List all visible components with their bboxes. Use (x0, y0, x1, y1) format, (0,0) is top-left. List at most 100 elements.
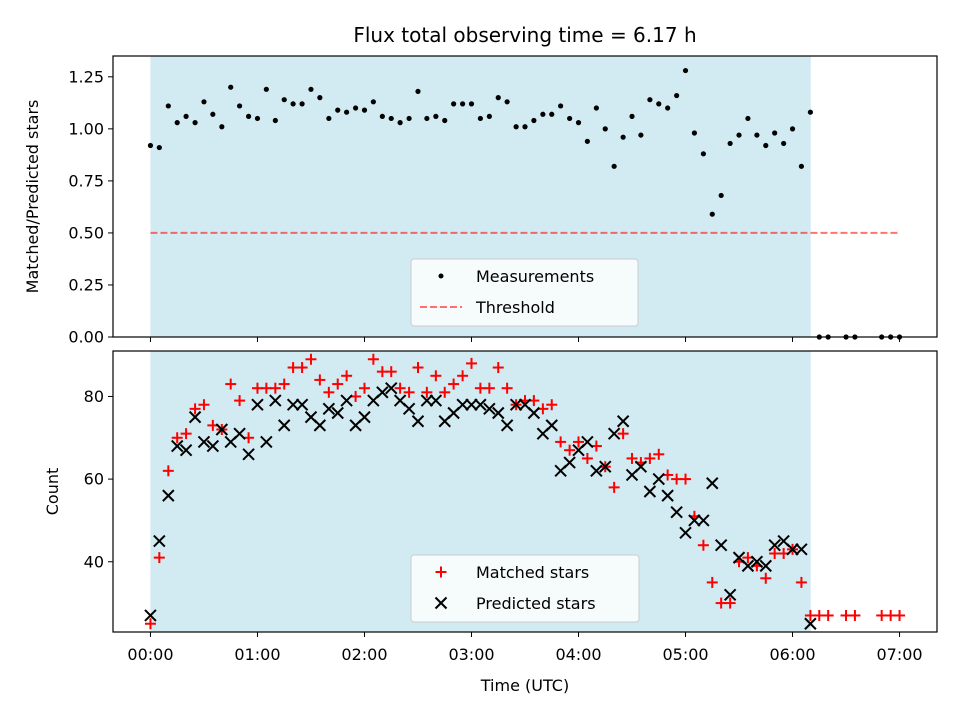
legend-matched-label: Matched stars (476, 563, 589, 582)
measurement-point (611, 163, 617, 169)
predicted-star-point (545, 419, 558, 432)
measurement-point (674, 92, 680, 99)
measurement-point (754, 132, 760, 138)
y-tick-label: 0.75 (68, 171, 104, 190)
measurement-point (210, 111, 216, 117)
measurement-point (451, 101, 457, 107)
measurement-point (798, 163, 805, 169)
predicted-star-point (358, 410, 371, 424)
matched-star-point (724, 597, 736, 609)
measurement-point (513, 124, 519, 130)
measurement-point (460, 101, 466, 107)
measurement-point (575, 120, 582, 126)
predicted-star-point (688, 514, 701, 527)
y-tick-label: 0.50 (68, 223, 104, 242)
cross-b (518, 398, 532, 411)
cross-b (420, 394, 434, 407)
cross-b (251, 398, 264, 411)
predicted-star-point (634, 460, 648, 473)
legend-threshold-label: Threshold (475, 298, 555, 317)
measurement-point (772, 130, 778, 136)
measurement-point (558, 103, 564, 109)
cross-b (697, 514, 710, 527)
measurement-point (807, 109, 814, 115)
matched-star-point (412, 362, 424, 374)
cross-b (188, 410, 202, 424)
measurement-point (495, 95, 501, 101)
measurement-point (201, 99, 207, 105)
measurement-point (361, 107, 368, 113)
legend-predicted-marker (434, 596, 448, 610)
predicted-star-point (652, 472, 665, 486)
top-y-axis-label: Matched/Predicted stars (23, 100, 42, 294)
cross-b (777, 534, 790, 548)
measurement-point (415, 88, 421, 94)
cross-b (643, 485, 657, 498)
predicted-star-point (242, 448, 255, 461)
x-tick-label: 05:00 (662, 645, 708, 664)
predicted-star-point (162, 489, 175, 502)
measurement-point (236, 103, 243, 109)
x-tick-label: 01:00 (234, 645, 280, 664)
matched-star-point (153, 552, 165, 564)
matched-star-point (501, 382, 513, 394)
cross-b (286, 398, 300, 411)
legend-matched-marker (435, 566, 447, 578)
y-tick-label: 60 (84, 470, 104, 489)
matched-star-point (617, 428, 629, 440)
cross-b (153, 534, 166, 548)
predicted-star-point (340, 394, 353, 407)
predicted-star-point (723, 588, 737, 602)
top-panel: 0.00 0.25 0.50 0.75 1.00 1.25 Matched/Predict… (23, 55, 938, 347)
cross-b (197, 435, 211, 449)
cross-b (171, 439, 184, 453)
matched-star-point (564, 444, 576, 456)
measurement-point (602, 126, 608, 132)
measurement-point (691, 130, 698, 136)
cross-b (545, 419, 558, 432)
matched-star-point (581, 452, 593, 464)
matched-star-point (822, 609, 834, 621)
measurement-point (709, 211, 715, 217)
matched-star-point (483, 382, 495, 394)
cross-b (304, 410, 318, 424)
y-tick-label: 80 (84, 387, 104, 406)
matched-star-point (403, 386, 415, 398)
measurement-point (326, 115, 332, 122)
cross-b (269, 394, 282, 407)
cross-b (741, 559, 755, 573)
measurement-point (567, 115, 573, 122)
cross-b (652, 472, 665, 486)
measurement-point (174, 120, 180, 126)
measurement-point (424, 115, 430, 122)
matched-star-point (608, 481, 620, 493)
measurement-point (147, 142, 154, 149)
measurement-point (531, 117, 537, 124)
matched-star-point (653, 448, 665, 460)
matched-star-point (421, 386, 433, 398)
cross-b (331, 406, 344, 420)
count-points (144, 353, 906, 630)
matched-star-point (180, 428, 192, 440)
cross-b (599, 460, 612, 473)
cross-b (179, 443, 193, 457)
cross-b (313, 419, 327, 432)
predicted-star-point (643, 485, 657, 498)
top-y-ticks: 0.00 0.25 0.50 0.75 1.00 1.25 (68, 67, 113, 347)
predicted-star-point (179, 443, 193, 457)
cross-b (278, 419, 291, 432)
legend-measurements-label: Measurements (476, 267, 594, 286)
cross-b (456, 398, 469, 411)
predicted-star-point (188, 410, 202, 424)
predicted-star-point (171, 439, 184, 453)
bottom-x-ticks: 00:00 01:00 02:00 03:00 04:00 05:00 06:00 07:00 (127, 632, 923, 664)
measurement-point (308, 86, 314, 92)
x-tick-label: 00:00 (127, 645, 173, 664)
legend-cross (434, 596, 448, 610)
measurement-point (468, 101, 475, 107)
cross-b (492, 406, 505, 420)
cross-b (607, 427, 621, 440)
cross-b (322, 402, 336, 416)
measurement-point (352, 105, 359, 111)
x-tick-label: 06:00 (769, 645, 815, 664)
